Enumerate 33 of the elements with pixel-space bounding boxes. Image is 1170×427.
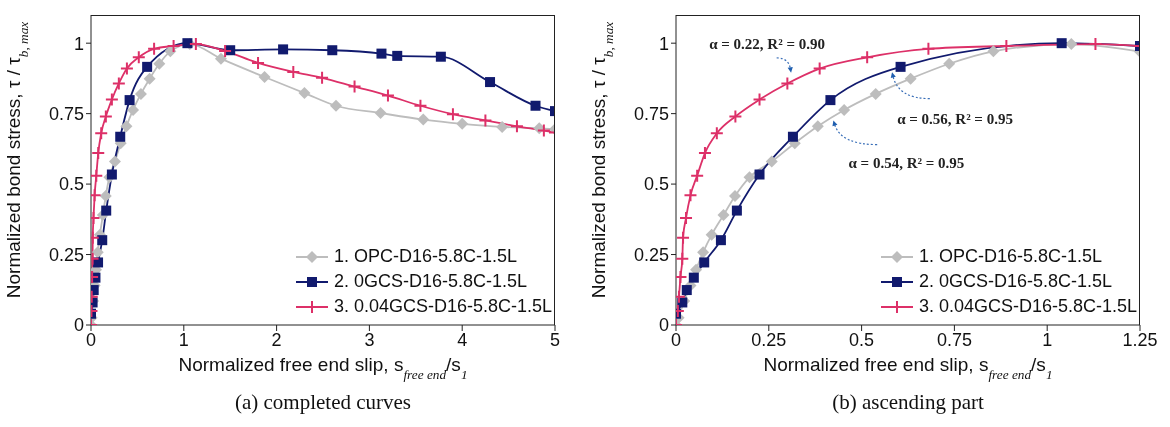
x-tick-label: 5 bbox=[549, 329, 561, 350]
legend-label: 3. 0.04GCS-D16-5.8C-1.5L bbox=[918, 295, 1137, 318]
legend-label: 3. 0.04GCS-D16-5.8C-1.5L bbox=[333, 295, 552, 318]
x-tick-label: 0.75 bbox=[936, 329, 972, 350]
y-tick-label: 0.75 bbox=[633, 104, 669, 125]
y-tick-label: 0 bbox=[73, 315, 84, 336]
x-tick-label: 4 bbox=[457, 329, 468, 350]
y-tick-label: 1 bbox=[658, 33, 669, 54]
text: (b) ascending part bbox=[831, 390, 985, 415]
y-tick-label: 0.25 bbox=[633, 244, 669, 265]
x-tick-label: 0.5 bbox=[849, 329, 875, 350]
annotation: α = 0.22, R² = 0.90 bbox=[709, 36, 825, 53]
x-tick-label: 2 bbox=[271, 329, 282, 350]
y-tick-label: 1 bbox=[73, 33, 84, 54]
x-axis-title: Normalized free end slip, s$_{free end}$/s$_{1}$ bbox=[178, 354, 468, 382]
y-tick-label: 0.5 bbox=[643, 174, 669, 195]
x-tick-label: 1 bbox=[1042, 329, 1053, 350]
annotation: α = 0.56, R² = 0.95 bbox=[897, 110, 1013, 127]
x-tick-label: 1 bbox=[178, 329, 189, 350]
y-tick-label: 0 bbox=[658, 315, 669, 336]
y-tick-label: 0.25 bbox=[48, 244, 84, 265]
y-tick-label: 0.5 bbox=[58, 174, 84, 195]
legend-label: 2. 0GCS-D16-5.8C-1.5L bbox=[918, 270, 1112, 293]
legend-label: 1. OPC-D16-5.8C-1.5L bbox=[333, 245, 517, 268]
text: (a) completed curves bbox=[233, 390, 413, 415]
legend-label: 2. 0GCS-D16-5.8C-1.5L bbox=[333, 270, 527, 293]
x-tick-label: 0.25 bbox=[751, 329, 787, 350]
x-axis-title: Normalized free end slip, s$_{free end}$/s$_{1}$ bbox=[763, 354, 1053, 382]
annotation: α = 0.54, R² = 0.95 bbox=[848, 154, 965, 171]
x-tick-label: 1.25 bbox=[1122, 329, 1158, 350]
legend-label: 1. OPC-D16-5.8C-1.5L bbox=[918, 245, 1102, 268]
y-tick-label: 0.75 bbox=[48, 104, 84, 125]
x-tick-label: 3 bbox=[364, 329, 375, 350]
